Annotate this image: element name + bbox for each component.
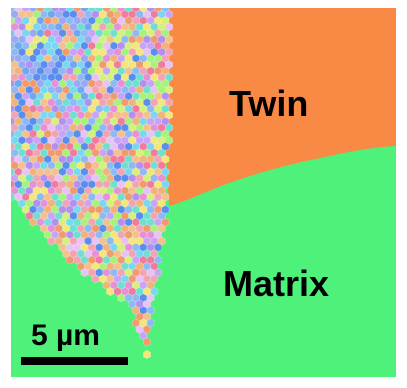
grain-cell (146, 305, 155, 315)
ebsd-map: Twin Matrix 5 µm (11, 8, 396, 377)
grain-cell (157, 236, 166, 246)
grain-cell (157, 223, 166, 234)
grain-cell (11, 179, 15, 189)
grain-cell (146, 318, 155, 328)
twin-label: Twin (229, 83, 309, 124)
grain-cell (11, 104, 15, 114)
grain-cell (146, 293, 155, 303)
grain-cell (11, 53, 15, 63)
scale-bar-label: 5 µm (31, 319, 100, 352)
grain-cell (11, 16, 15, 26)
grain-cell (11, 79, 15, 89)
grain-cell (143, 324, 151, 334)
grain-cell (11, 116, 15, 126)
scale-bar-line (21, 357, 128, 365)
grain-cell (161, 217, 170, 227)
matrix-label: Matrix (223, 263, 330, 304)
twin-region (161, 8, 396, 206)
grain-cell (11, 142, 15, 152)
grain-cell (91, 274, 100, 284)
grain-cell (80, 268, 89, 278)
grain-cell (106, 286, 115, 297)
grain-cell (11, 66, 15, 76)
grain-cell (65, 255, 74, 265)
grain-cell (143, 337, 151, 347)
grain-cell (117, 293, 126, 303)
grain-cell (11, 154, 15, 164)
grain-cell (11, 129, 15, 139)
grain-cell (143, 349, 151, 360)
grain-cell (11, 167, 15, 177)
grain-cell (11, 28, 15, 38)
grain-cell (161, 142, 170, 152)
grain-cell (29, 217, 38, 227)
grain-cell (47, 236, 56, 246)
fine-grain-region (11, 8, 173, 360)
grain-cell (11, 8, 15, 13)
grain-cell (161, 192, 170, 202)
grain-cell (161, 205, 170, 215)
orientation-map (11, 8, 396, 377)
grain-cell (161, 154, 170, 164)
grain-cell (161, 167, 170, 177)
grain-cell (161, 179, 170, 189)
grain-cell (11, 91, 15, 101)
grain-cell (11, 192, 15, 202)
grain-cell (11, 41, 15, 51)
